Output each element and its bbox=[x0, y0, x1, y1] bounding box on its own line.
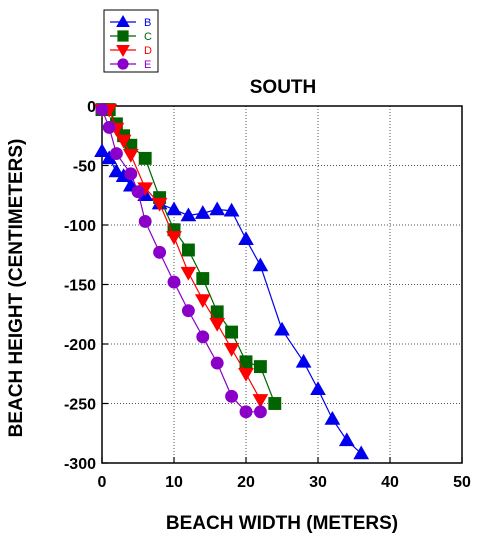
legend-box bbox=[103, 9, 159, 73]
triangle-up-marker bbox=[295, 353, 312, 368]
x-axis-title: BEACH WIDTH (METERS) bbox=[166, 513, 398, 534]
grid-lines bbox=[102, 106, 462, 463]
triangle-up-marker bbox=[180, 207, 197, 222]
y-tick-label: -100 bbox=[64, 218, 96, 235]
circle-marker bbox=[102, 120, 116, 134]
square-marker bbox=[181, 243, 195, 257]
circle-marker bbox=[124, 167, 138, 181]
triangle-down-marker bbox=[116, 45, 130, 58]
circle-marker bbox=[95, 103, 109, 117]
triangle-down-marker bbox=[223, 343, 240, 357]
triangle-up-marker bbox=[338, 432, 355, 447]
square-marker bbox=[268, 397, 282, 410]
y-tick-label: 0 bbox=[87, 99, 96, 116]
triangle-down-marker bbox=[151, 197, 168, 212]
circle-marker bbox=[239, 405, 253, 419]
circle-marker bbox=[109, 147, 123, 161]
square-marker bbox=[253, 360, 267, 374]
triangle-up-marker bbox=[94, 143, 110, 157]
legend-item: D bbox=[110, 45, 152, 58]
y-tick-label: -250 bbox=[64, 397, 96, 414]
circle-marker bbox=[225, 389, 239, 403]
axis-ticks: 0 10 20 30 40 50 0 -50 -100 -150 -200 -250 -300 bbox=[64, 99, 471, 491]
y-tick-label: -150 bbox=[64, 278, 96, 295]
square-marker bbox=[138, 151, 152, 165]
chart-title: SOUTH bbox=[250, 77, 317, 98]
square-marker bbox=[225, 325, 239, 339]
triangle-down-marker bbox=[122, 149, 139, 163]
circle-marker bbox=[153, 245, 167, 259]
triangle-up-marker bbox=[238, 231, 254, 246]
triangle-down-marker bbox=[209, 318, 226, 332]
triangle-down-marker bbox=[115, 134, 132, 149]
circle-marker bbox=[196, 330, 210, 344]
triangle-down-marker bbox=[252, 394, 269, 408]
triangle-down-marker bbox=[238, 368, 254, 382]
triangle-up-marker bbox=[353, 445, 370, 460]
y-tick-label: -50 bbox=[73, 159, 96, 176]
circle-marker bbox=[117, 58, 129, 70]
triangle-up-marker bbox=[166, 201, 182, 216]
x-tick-label: 20 bbox=[237, 474, 255, 491]
circle-marker bbox=[167, 275, 181, 289]
triangle-up-marker bbox=[274, 321, 290, 336]
x-tick-label: 0 bbox=[98, 474, 107, 491]
triangle-up-marker bbox=[223, 202, 240, 217]
triangle-up-marker bbox=[108, 163, 125, 178]
x-tick-label: 30 bbox=[309, 474, 327, 491]
y-axis-title: BEACH HEIGHT (CENTIMETERS) bbox=[6, 139, 27, 438]
legend-label: B bbox=[144, 17, 151, 29]
square-marker bbox=[196, 272, 210, 286]
triangle-up-marker bbox=[116, 14, 130, 27]
square-marker bbox=[210, 305, 224, 319]
series-line bbox=[101, 109, 261, 413]
triangle-down-marker bbox=[180, 266, 197, 281]
triangle-up-marker bbox=[324, 410, 341, 425]
triangle-up-marker bbox=[310, 381, 326, 395]
y-tick-label: -200 bbox=[64, 337, 96, 354]
square-marker bbox=[239, 355, 253, 369]
legend-item: C bbox=[110, 30, 152, 43]
circle-marker bbox=[181, 304, 195, 318]
legend-item: B bbox=[110, 14, 151, 29]
x-tick-label: 10 bbox=[165, 474, 183, 491]
x-tick-label: 50 bbox=[453, 474, 471, 491]
series-layer bbox=[94, 103, 370, 460]
triangle-up-marker bbox=[252, 257, 269, 272]
legend-label: D bbox=[144, 45, 152, 57]
legend-label: C bbox=[144, 31, 152, 43]
circle-marker bbox=[138, 214, 152, 228]
legend-item: E bbox=[110, 58, 151, 71]
circle-marker bbox=[210, 356, 224, 370]
series-E bbox=[95, 103, 267, 419]
legend-label: E bbox=[144, 59, 151, 71]
triangle-down-marker bbox=[194, 294, 211, 308]
triangle-up-marker bbox=[194, 205, 211, 219]
y-tick-label: -300 bbox=[64, 456, 96, 473]
circle-marker bbox=[253, 405, 267, 419]
triangle-up-marker bbox=[209, 201, 226, 216]
triangle-down-marker bbox=[166, 231, 182, 245]
circle-marker bbox=[131, 185, 145, 199]
x-tick-label: 40 bbox=[381, 474, 399, 491]
square-marker bbox=[117, 30, 129, 42]
